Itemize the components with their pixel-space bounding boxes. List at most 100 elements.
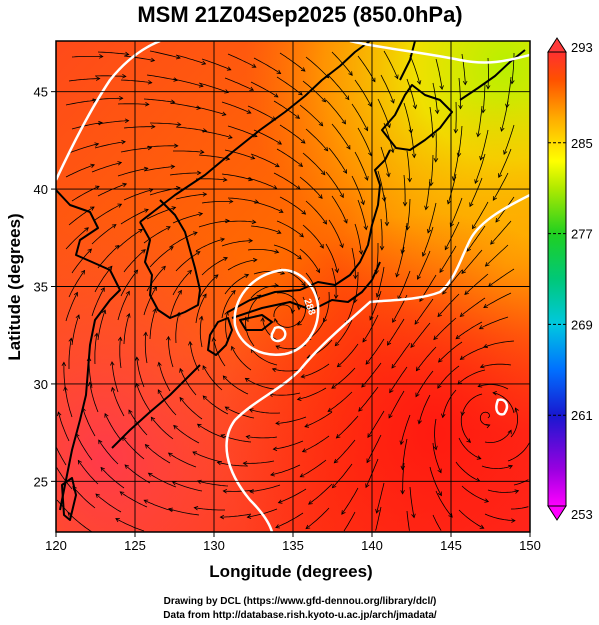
streamline xyxy=(120,209,149,225)
streamline xyxy=(143,226,171,244)
colorbar-top-arrow xyxy=(547,37,567,53)
streamline-arrowhead xyxy=(476,455,482,460)
streamline xyxy=(397,270,411,300)
streamline xyxy=(466,225,486,252)
streamline-arrowhead xyxy=(490,240,495,245)
streamline xyxy=(484,429,512,443)
streamline xyxy=(337,343,359,368)
streamline-arrowhead xyxy=(514,407,519,413)
x-tick-label: 150 xyxy=(519,538,541,553)
streamline xyxy=(402,438,408,470)
streamline-arrowhead xyxy=(364,126,369,132)
streamline xyxy=(461,393,483,416)
streamline xyxy=(409,126,415,158)
streamline xyxy=(299,176,323,199)
coastline-taiwan xyxy=(61,477,77,521)
streamline-arrowhead xyxy=(80,269,86,275)
streamline xyxy=(427,202,437,233)
streamline xyxy=(498,148,512,178)
streamline xyxy=(143,286,157,316)
streamline xyxy=(450,197,463,227)
streamline-arrowhead xyxy=(297,255,302,260)
streamline-arrowhead xyxy=(196,105,202,110)
streamline-arrowhead xyxy=(367,102,372,107)
streamline xyxy=(433,317,457,340)
streamline-arrowhead xyxy=(327,407,333,412)
streamline-arrowhead xyxy=(448,513,453,518)
streamline xyxy=(273,244,302,260)
streamline xyxy=(503,124,515,155)
streamline-arrowhead xyxy=(466,247,471,252)
streamline-arrowhead xyxy=(343,218,348,224)
streamline-arrowhead xyxy=(321,97,327,103)
y-axis-label: Latitude (degrees) xyxy=(5,213,24,360)
streamline-arrowhead xyxy=(224,406,230,411)
streamline xyxy=(474,153,486,184)
streamline xyxy=(175,312,180,344)
streamline-arrowhead xyxy=(248,238,254,243)
streamline-arrowhead xyxy=(198,83,204,88)
streamline xyxy=(117,291,130,321)
streamline-arrowhead xyxy=(187,269,192,275)
streamline xyxy=(220,434,252,443)
streamline xyxy=(432,514,442,531)
streamline xyxy=(483,340,515,348)
streamline xyxy=(225,311,229,343)
streamline xyxy=(354,223,362,255)
streamline xyxy=(68,143,99,154)
streamline xyxy=(325,99,346,125)
streamline-arrowhead xyxy=(90,163,95,168)
streamline-arrowhead xyxy=(196,423,202,428)
streamline-arrowhead xyxy=(192,451,198,456)
streamline-arrowhead xyxy=(274,249,280,254)
streamline xyxy=(351,247,356,279)
streamline xyxy=(437,293,460,317)
streamline-arrowhead xyxy=(152,308,157,313)
streamline-arrowhead xyxy=(242,461,248,466)
streamline xyxy=(100,467,125,489)
streamline-arrowhead xyxy=(305,524,311,530)
streamline-arrowhead xyxy=(143,499,149,504)
streamline-arrowhead xyxy=(230,345,236,351)
streamline xyxy=(375,506,382,531)
streamline xyxy=(478,384,509,390)
streamline-arrowhead xyxy=(444,245,449,251)
streamline-arrowhead xyxy=(272,446,278,452)
map-title: MSM 21Z04Sep2025 (850.0hPa) xyxy=(137,2,462,27)
streamline-arrowhead xyxy=(301,281,306,287)
streamline-arrowhead xyxy=(308,500,313,505)
streamline xyxy=(357,127,372,156)
streamline-arrowhead xyxy=(117,161,123,166)
streamline-arrowhead xyxy=(195,251,201,256)
streamline xyxy=(341,487,359,515)
streamline-arrowhead xyxy=(299,232,304,238)
streamline xyxy=(175,126,207,132)
streamline-arrowhead xyxy=(411,513,416,519)
streamline-arrowhead xyxy=(388,413,393,419)
streamline-arrowhead xyxy=(318,194,323,200)
streamline-arrowhead xyxy=(222,177,228,182)
streamline-arrowhead xyxy=(400,249,405,255)
streamline-arrowhead xyxy=(251,219,257,225)
streamline-arrowhead xyxy=(99,54,104,59)
streamline-arrowhead xyxy=(167,452,173,457)
streamline-arrowhead xyxy=(439,268,444,274)
streamline xyxy=(430,154,434,186)
streamline-arrowhead xyxy=(278,208,284,213)
y-axis: 25 30 35 40 45 xyxy=(34,85,56,489)
coastline-kyushu xyxy=(207,317,233,356)
streamline-arrowhead xyxy=(250,155,256,160)
streamline xyxy=(245,377,275,390)
x-tick-label: 145 xyxy=(440,538,462,553)
streamline xyxy=(95,493,122,513)
streamline xyxy=(273,172,301,190)
streamline xyxy=(247,249,279,253)
streamline-arrowhead xyxy=(416,275,421,280)
streamline xyxy=(406,198,411,230)
streamline xyxy=(111,361,119,393)
streamline-arrowhead xyxy=(223,256,228,262)
streamline-arrowhead xyxy=(360,200,365,206)
streamline-arrowhead xyxy=(300,67,306,72)
streamline xyxy=(123,313,130,345)
streamline-arrowhead xyxy=(300,139,306,144)
